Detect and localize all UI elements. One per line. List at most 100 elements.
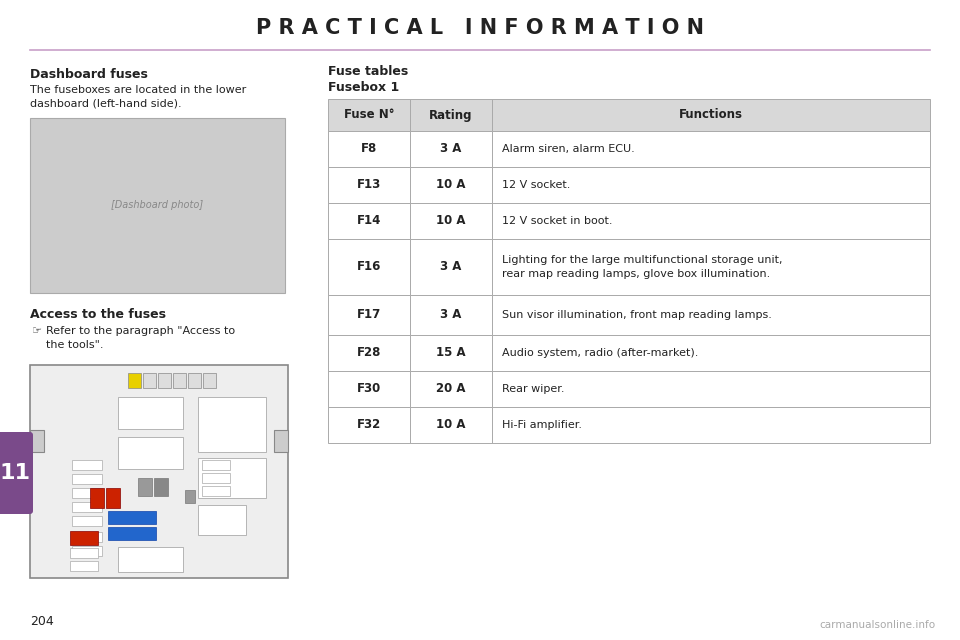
Bar xyxy=(410,371,492,407)
Bar xyxy=(185,490,195,503)
Text: 15 A: 15 A xyxy=(436,346,466,360)
Text: 204: 204 xyxy=(30,615,54,628)
Bar xyxy=(410,167,492,203)
Text: Fuse N°: Fuse N° xyxy=(344,109,395,122)
Bar xyxy=(72,502,102,512)
Text: F17: F17 xyxy=(357,308,381,321)
Bar xyxy=(492,371,930,407)
Bar xyxy=(410,99,492,131)
Bar xyxy=(328,335,410,371)
Text: 3 A: 3 A xyxy=(441,308,462,321)
Text: Fuse tables: Fuse tables xyxy=(328,65,408,78)
Text: F28: F28 xyxy=(357,346,381,360)
Text: 3 A: 3 A xyxy=(441,260,462,273)
Bar xyxy=(72,532,102,542)
Text: 11: 11 xyxy=(0,463,31,483)
Bar xyxy=(328,203,410,239)
Bar xyxy=(198,458,266,498)
Text: Functions: Functions xyxy=(679,109,743,122)
Bar xyxy=(328,371,410,407)
Text: Dashboard fuses: Dashboard fuses xyxy=(30,68,148,81)
Bar xyxy=(118,397,183,429)
Text: Alarm siren, alarm ECU.: Alarm siren, alarm ECU. xyxy=(502,144,635,154)
Bar xyxy=(410,203,492,239)
Bar xyxy=(198,397,266,452)
Text: Refer to the paragraph "Access to
the tools".: Refer to the paragraph "Access to the to… xyxy=(46,326,235,350)
Text: F13: F13 xyxy=(357,179,381,191)
Bar xyxy=(72,460,102,470)
Text: P R A C T I C A L   I N F O R M A T I O N: P R A C T I C A L I N F O R M A T I O N xyxy=(256,18,704,38)
Bar xyxy=(70,561,98,571)
Text: Audio system, radio (after-market).: Audio system, radio (after-market). xyxy=(502,348,698,358)
Text: F8: F8 xyxy=(361,143,377,156)
Bar xyxy=(188,373,201,388)
Text: [Dashboard photo]: [Dashboard photo] xyxy=(111,200,204,210)
Bar xyxy=(492,239,930,295)
Text: ☞: ☞ xyxy=(32,326,42,336)
Bar xyxy=(202,460,230,470)
Bar xyxy=(173,373,186,388)
Text: Sun visor illumination, front map reading lamps.: Sun visor illumination, front map readin… xyxy=(502,310,772,320)
Bar xyxy=(328,131,410,167)
Bar xyxy=(118,547,183,572)
Bar xyxy=(143,373,156,388)
Bar xyxy=(328,167,410,203)
Bar xyxy=(154,478,168,496)
Bar xyxy=(328,239,410,295)
Text: Lighting for the large multifunctional storage unit,
rear map reading lamps, glo: Lighting for the large multifunctional s… xyxy=(502,255,782,278)
Bar xyxy=(202,473,230,483)
Bar xyxy=(328,99,410,131)
Text: 12 V socket in boot.: 12 V socket in boot. xyxy=(502,216,612,226)
Text: carmanualsonline.info: carmanualsonline.info xyxy=(819,620,935,630)
Bar xyxy=(118,437,183,469)
Bar xyxy=(492,335,930,371)
Text: Access to the fuses: Access to the fuses xyxy=(30,308,166,321)
Text: 10 A: 10 A xyxy=(436,419,466,431)
Text: F16: F16 xyxy=(357,260,381,273)
Bar xyxy=(202,486,230,496)
Text: The fuseboxes are located in the lower
dashboard (left-hand side).: The fuseboxes are located in the lower d… xyxy=(30,85,247,109)
Text: 12 V socket.: 12 V socket. xyxy=(502,180,570,190)
Text: F30: F30 xyxy=(357,383,381,396)
Bar xyxy=(328,407,410,443)
Bar xyxy=(70,531,98,545)
Bar xyxy=(410,295,492,335)
Text: 10 A: 10 A xyxy=(436,179,466,191)
Bar xyxy=(30,118,285,293)
Text: F32: F32 xyxy=(357,419,381,431)
Bar xyxy=(90,488,104,508)
Bar xyxy=(72,516,102,526)
Bar xyxy=(492,99,930,131)
Bar xyxy=(70,548,98,558)
FancyBboxPatch shape xyxy=(0,432,33,514)
Bar xyxy=(138,478,152,496)
Bar xyxy=(72,546,102,556)
Bar xyxy=(72,488,102,498)
Bar xyxy=(410,335,492,371)
Bar xyxy=(30,430,44,452)
Text: Fusebox 1: Fusebox 1 xyxy=(328,81,399,94)
Bar xyxy=(410,131,492,167)
Bar xyxy=(492,203,930,239)
Bar xyxy=(492,131,930,167)
Text: 20 A: 20 A xyxy=(436,383,466,396)
Bar xyxy=(108,511,156,524)
Bar xyxy=(108,527,156,540)
Text: F14: F14 xyxy=(357,214,381,227)
Bar xyxy=(72,474,102,484)
Bar xyxy=(158,373,171,388)
Text: Hi-Fi amplifier.: Hi-Fi amplifier. xyxy=(502,420,582,430)
Text: Rating: Rating xyxy=(429,109,472,122)
Text: 3 A: 3 A xyxy=(441,143,462,156)
Bar xyxy=(274,430,288,452)
Bar xyxy=(410,407,492,443)
Bar xyxy=(328,295,410,335)
Bar xyxy=(198,505,246,535)
Bar xyxy=(30,365,288,578)
Bar xyxy=(410,239,492,295)
Bar xyxy=(492,295,930,335)
Bar xyxy=(128,373,141,388)
Text: 10 A: 10 A xyxy=(436,214,466,227)
Bar xyxy=(492,167,930,203)
Text: Rear wiper.: Rear wiper. xyxy=(502,384,564,394)
